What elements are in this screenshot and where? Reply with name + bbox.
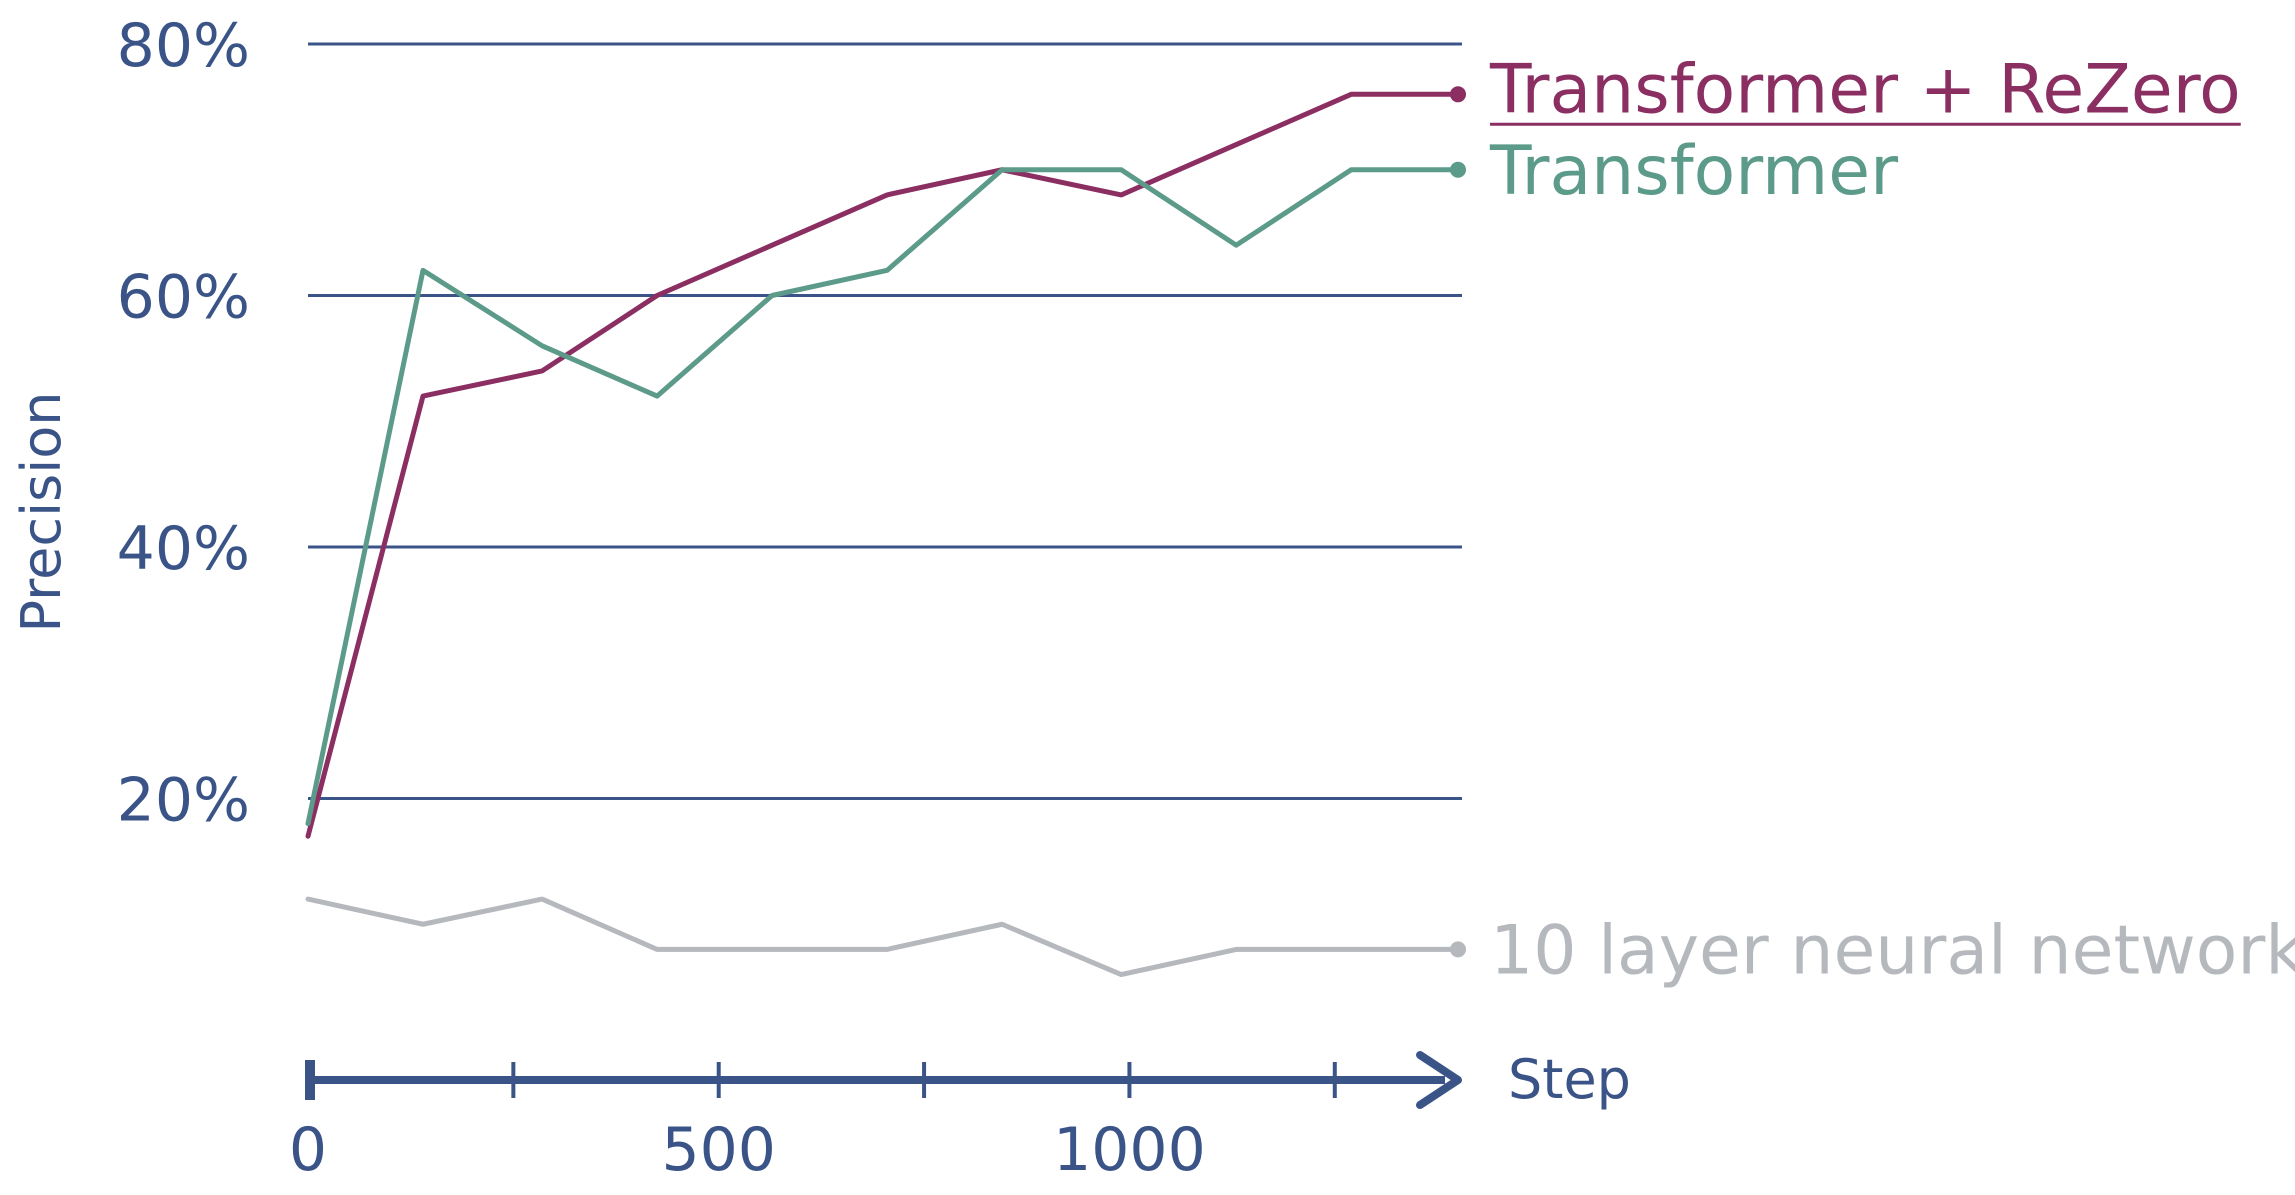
series-label: Transformer + ReZero: [1489, 50, 2241, 129]
x-tick-label: 0: [289, 1115, 327, 1185]
x-axis-arrowhead: [1416, 1051, 1462, 1109]
gridlines: [308, 42, 1462, 800]
series-line: [305, 91, 1461, 839]
series-line: [305, 167, 1461, 827]
y-tick-label: 80%: [117, 11, 250, 81]
series-label: Transformer: [1489, 132, 1898, 211]
y-axis-title: Precision: [10, 392, 73, 633]
series-endpoint-marker: [1450, 86, 1466, 103]
series-endpoint-marker: [1450, 161, 1466, 178]
y-tick-label: 40%: [117, 514, 250, 584]
x-tick-labels: 0 500 1000: [289, 1115, 1206, 1185]
x-axis: [305, 1051, 1462, 1109]
series-label: 10 layer neural network: [1490, 911, 2295, 990]
x-tick-label: 500: [661, 1115, 776, 1185]
y-tick-label: 20%: [117, 766, 250, 836]
series-line: [305, 896, 1461, 978]
series-endpoint-marker: [1450, 941, 1466, 958]
y-tick-label: 60%: [117, 263, 250, 333]
series-lines: [305, 86, 1466, 978]
x-axis-title: Step: [1508, 1048, 1631, 1111]
y-tick-labels: 20% 40% 60% 80%: [117, 11, 250, 836]
x-tick-label: 1000: [1053, 1115, 1206, 1185]
